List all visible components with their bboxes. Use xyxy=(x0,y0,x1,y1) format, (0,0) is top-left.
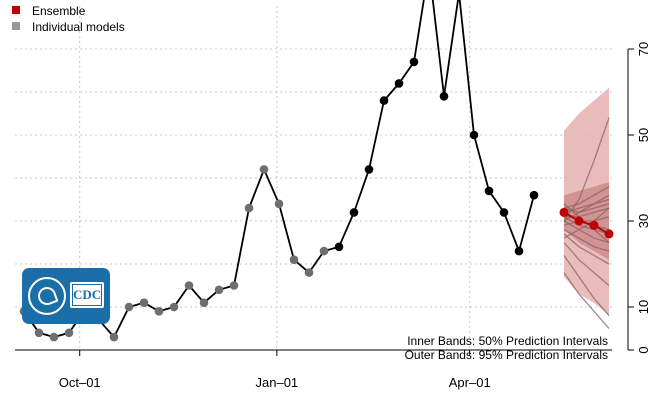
observed-point xyxy=(259,165,269,174)
individual-model-line xyxy=(563,216,610,235)
axes: Oct–01 Jan–01 Apr–01 0 10 30 50 70 xyxy=(15,42,651,390)
observed-point xyxy=(274,199,284,209)
observed-point xyxy=(439,92,449,101)
individual-model-line xyxy=(563,220,610,244)
observed-point xyxy=(499,208,509,217)
individual-model-line xyxy=(563,207,610,239)
observed-point xyxy=(379,96,389,105)
individual-model-line xyxy=(563,255,610,317)
observed-point xyxy=(409,57,419,67)
individual-model-line xyxy=(563,186,610,209)
observed-point xyxy=(529,190,539,200)
interval-notes: Inner Bands: 50% Prediction Intervals Ou… xyxy=(405,334,608,362)
observed-point xyxy=(34,328,44,338)
observed-point xyxy=(484,186,494,196)
observed-point xyxy=(109,332,119,342)
cdc-logo-text: CDC xyxy=(72,284,102,306)
observed-point xyxy=(64,328,74,338)
ensemble-series xyxy=(559,207,614,239)
observed-point xyxy=(214,285,224,295)
observed-point xyxy=(199,298,209,308)
observed-point xyxy=(244,203,254,213)
observed-point xyxy=(49,332,59,342)
cdc-logo: CDC xyxy=(22,268,110,324)
observed-point xyxy=(184,281,194,290)
y-tick-label: 70 xyxy=(636,42,651,56)
observed-point xyxy=(364,165,374,174)
ensemble-point xyxy=(604,229,614,239)
observed-point xyxy=(289,255,299,264)
observed-point xyxy=(349,208,359,217)
ensemble-point xyxy=(574,216,584,226)
individual-model-line xyxy=(563,272,610,329)
cdc-logo-icon: CDC xyxy=(70,282,104,308)
legend: Ensemble Individual models xyxy=(12,4,125,34)
hhs-seal-icon xyxy=(28,277,66,315)
ensemble-point xyxy=(559,207,569,217)
observed-point xyxy=(319,246,329,256)
legend-swatch-individual-models xyxy=(12,22,20,30)
legend-swatch-ensemble xyxy=(12,6,20,14)
observed-point xyxy=(394,79,404,88)
individual-model-line xyxy=(563,233,610,265)
individual-model-line xyxy=(563,216,610,226)
observed-point xyxy=(169,302,179,312)
observed-point xyxy=(304,268,314,277)
observed-point xyxy=(514,246,524,256)
observed-point xyxy=(469,130,479,140)
x-tick-label: Jan–01 xyxy=(256,375,299,390)
y-tick-label: 30 xyxy=(636,214,651,228)
observed-point xyxy=(334,242,344,252)
legend-label-ensemble: Ensemble xyxy=(32,4,86,18)
y-tick-label: 10 xyxy=(636,300,651,314)
y-tick-label: 0 xyxy=(636,346,651,353)
observed-point xyxy=(229,281,239,290)
observed-point xyxy=(139,298,149,308)
legend-label-individual-models: Individual models xyxy=(32,20,125,34)
x-tick-label: Oct–01 xyxy=(59,375,101,390)
y-tick-label: 50 xyxy=(636,128,651,142)
note-outer-bands: Outer Bands: 95% Prediction Intervals xyxy=(405,348,608,362)
x-tick-label: Apr–01 xyxy=(449,375,491,390)
observed-point xyxy=(154,307,164,316)
note-inner-bands: Inner Bands: 50% Prediction Intervals xyxy=(407,334,608,348)
ensemble-line xyxy=(563,211,610,235)
individual-model-line xyxy=(563,242,610,286)
observed-point xyxy=(124,302,134,312)
ensemble-point xyxy=(589,220,599,230)
